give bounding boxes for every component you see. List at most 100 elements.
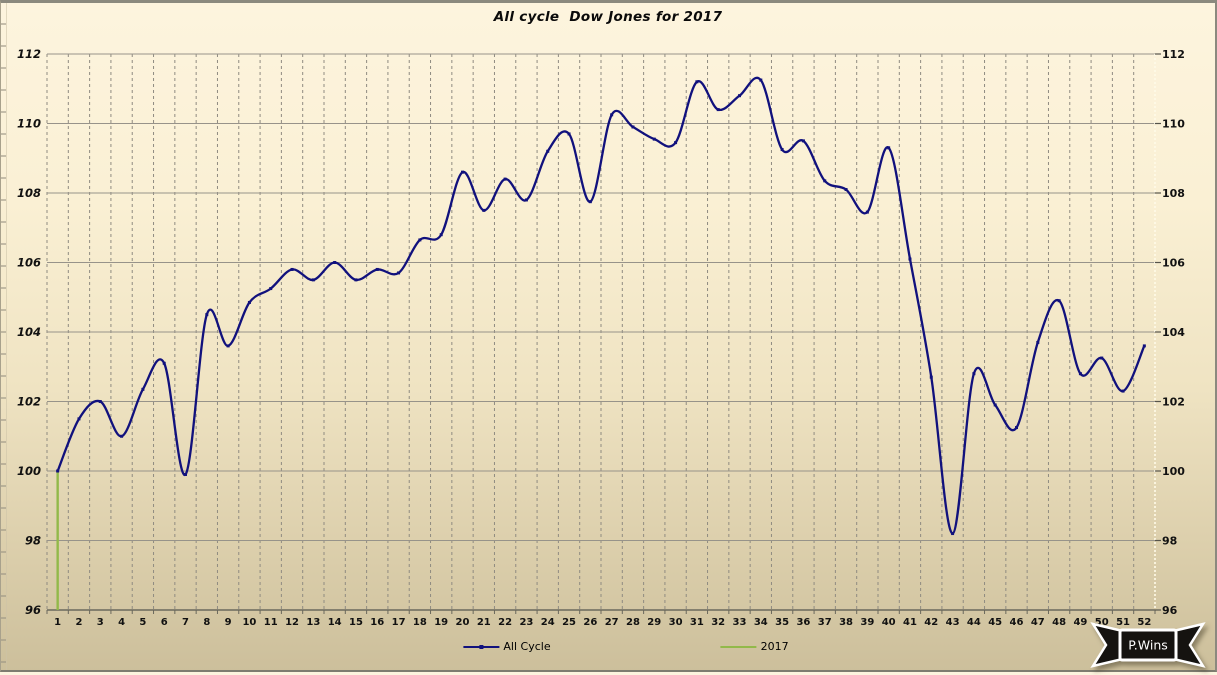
x-axis-label: 6 <box>161 617 168 628</box>
x-axis-label: 18 <box>413 617 427 628</box>
series-all-cycle-marker <box>759 78 763 82</box>
y-axis-label-left: 106 <box>17 256 41 270</box>
y-axis-label-left: 98 <box>25 534 41 548</box>
series-all-cycle-marker <box>1142 344 1146 348</box>
x-axis-label: 11 <box>264 617 278 628</box>
series-all-cycle-marker <box>1100 356 1104 360</box>
x-axis-label: 52 <box>1137 617 1151 628</box>
series-all-cycle-marker <box>290 267 294 271</box>
x-axis-label: 5 <box>139 617 146 628</box>
series-all-cycle-marker <box>610 113 614 117</box>
series-all-cycle-marker <box>503 177 507 181</box>
x-axis-label: 34 <box>754 617 768 628</box>
y-axis-label-right: 110 <box>1162 118 1185 131</box>
series-all-cycle-marker <box>1057 299 1061 303</box>
series-all-cycle-marker <box>887 146 891 150</box>
y-axis-label-left: 110 <box>17 117 41 131</box>
series-all-cycle-marker <box>1015 426 1018 430</box>
series-all-cycle-marker <box>738 94 741 98</box>
x-axis-label: 10 <box>242 617 256 628</box>
y-axis-label-right: 96 <box>1162 604 1178 617</box>
y-axis-label-right: 98 <box>1162 535 1177 548</box>
series-all-cycle-marker <box>908 257 912 261</box>
x-axis-label: 8 <box>203 617 210 628</box>
series-all-cycle-marker <box>1078 372 1082 376</box>
series-all-cycle-marker <box>439 233 443 237</box>
series-all-cycle-marker <box>972 372 976 376</box>
series-all-cycle-marker <box>77 417 81 421</box>
ribbon-label: P.Wins <box>1128 638 1168 653</box>
x-axis-label: 37 <box>818 617 832 628</box>
series-all-cycle-marker <box>674 141 678 145</box>
x-axis-label: 21 <box>477 617 491 628</box>
x-axis-label: 22 <box>498 617 512 628</box>
x-axis-label: 40 <box>882 617 896 628</box>
series-all-cycle-marker <box>801 139 805 143</box>
series-all-cycle-marker <box>397 271 401 275</box>
x-axis-label: 30 <box>669 617 683 628</box>
x-axis-label: 4 <box>118 617 125 628</box>
x-axis-label: 13 <box>306 617 320 628</box>
series-all-cycle-marker <box>716 108 720 112</box>
series-all-cycle-marker <box>141 387 145 391</box>
series-all-cycle-marker <box>461 170 464 174</box>
series-all-cycle-marker <box>184 472 187 476</box>
y-axis-label-left: 102 <box>17 395 41 409</box>
series-all-cycle-marker <box>311 278 315 282</box>
x-axis-label: 28 <box>626 617 640 628</box>
x-axis-label: 14 <box>328 617 342 628</box>
x-axis-label: 16 <box>370 617 384 628</box>
pwins-ribbon-logo: P.Wins <box>1090 622 1206 668</box>
series-all-cycle-marker <box>631 125 635 129</box>
y-axis-label-right: 106 <box>1162 257 1185 270</box>
y-axis-label-right: 108 <box>1162 187 1185 200</box>
y-axis-label-right: 104 <box>1162 326 1185 339</box>
legend-item-2017: 2017 <box>720 640 789 654</box>
y-axis-label-left: 96 <box>25 603 41 617</box>
x-axis-label: 33 <box>733 617 747 628</box>
chart-title: All cycle Dow Jones for 2017 <box>493 9 723 25</box>
series-all-cycle-marker <box>120 434 124 438</box>
x-axis-label: 7 <box>182 617 189 628</box>
series-all-cycle-marker <box>226 344 230 348</box>
series-all-cycle-marker <box>780 148 784 152</box>
x-axis-label: 17 <box>392 617 406 628</box>
series-all-cycle-marker <box>929 375 933 379</box>
series-all-cycle-marker <box>546 149 550 153</box>
x-axis-label: 49 <box>1073 617 1087 628</box>
x-axis-label: 43 <box>946 617 960 628</box>
x-axis-label: 26 <box>583 617 597 628</box>
y-axis-label-left: 108 <box>17 186 41 200</box>
window-frame-left-ticks <box>1 3 7 670</box>
x-axis-label: 23 <box>519 617 533 628</box>
all-cycle-line-swatch <box>463 645 500 649</box>
x-axis-label: 12 <box>285 617 299 628</box>
series-all-cycle-marker <box>56 469 60 473</box>
x-axis-label: 15 <box>349 617 363 628</box>
x-axis-label: 51 <box>1116 617 1130 628</box>
series-all-cycle-marker <box>1121 389 1125 393</box>
y-axis-label-right: 102 <box>1162 396 1185 409</box>
series-all-cycle-marker <box>695 80 699 84</box>
x-axis-label: 29 <box>647 617 661 628</box>
y-axis-label-left: 104 <box>17 325 41 339</box>
year-2017-line-swatch <box>720 646 757 648</box>
series-all-cycle-marker <box>205 313 209 317</box>
x-axis-label: 36 <box>796 617 810 628</box>
x-axis-label: 3 <box>97 617 104 628</box>
x-axis-label: 31 <box>690 617 704 628</box>
ribbon-center-plate <box>1118 628 1178 662</box>
x-axis-label: 1 <box>54 617 61 628</box>
x-axis-label: 35 <box>775 617 789 628</box>
series-all-cycle-marker <box>247 300 251 304</box>
legend-label: 2017 <box>760 640 789 653</box>
legend-label: All Cycle <box>503 640 551 653</box>
x-axis-label: 39 <box>860 617 874 628</box>
y-axis-label-left: 112 <box>17 47 41 61</box>
legend-item-all-cycle: All Cycle <box>463 640 551 654</box>
series-all-cycle-marker <box>844 188 848 192</box>
x-axis-label: 20 <box>456 617 470 628</box>
x-axis-label: 24 <box>541 617 555 628</box>
x-axis-label: 44 <box>967 617 981 628</box>
